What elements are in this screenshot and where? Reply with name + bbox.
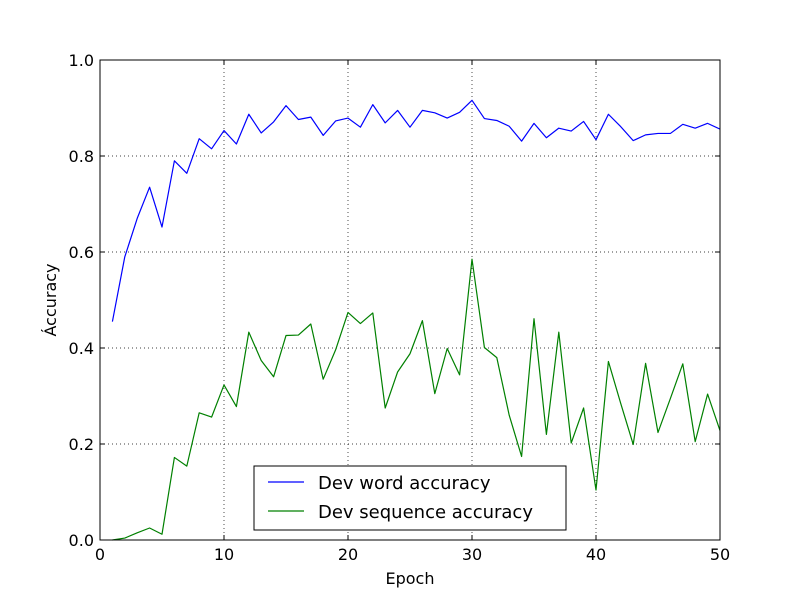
axis-ticks (99, 59, 721, 541)
plot-frame (99, 59, 721, 541)
y-tick-label: 1.0 (69, 51, 94, 70)
x-tick-label: 0 (95, 545, 105, 564)
x-axis-label: Epoch (386, 569, 435, 588)
x-tick-label: 50 (710, 545, 730, 564)
y-tick-label: 0.0 (69, 531, 94, 550)
legend: Dev word accuracy Dev sequence accuracy (253, 465, 567, 531)
x-tick-label: 40 (586, 545, 606, 564)
series-layer (111, 99, 721, 541)
legend-label-word-accuracy: Dev word accuracy (318, 473, 491, 494)
tick-labels: 0 10 20 30 40 50 0.0 0.2 0.4 0.6 0.8 1.0 (69, 51, 731, 564)
x-tick-label: 10 (214, 545, 234, 564)
y-axis-label: Áccuracy (41, 263, 60, 336)
y-tick-label: 0.2 (69, 435, 94, 454)
x-tick-label: 20 (338, 545, 358, 564)
legend-label-sequence-accuracy: Dev sequence accuracy (318, 502, 533, 523)
series-line-dev-sequence-accuracy (112, 258, 721, 541)
series-line-dev-word-accuracy (111, 99, 721, 322)
y-tick-label: 0.8 (69, 147, 94, 166)
y-tick-label: 0.4 (69, 339, 94, 358)
y-tick-label: 0.6 (69, 243, 94, 262)
x-tick-label: 30 (462, 545, 482, 564)
legend-box (253, 465, 567, 531)
